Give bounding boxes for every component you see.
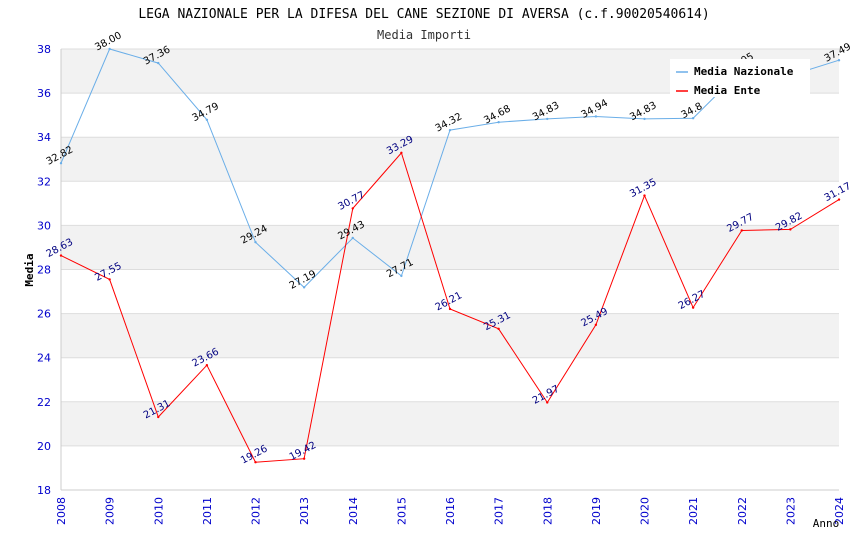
data-point [643, 117, 646, 121]
y-tick-label: 28 [37, 264, 51, 277]
x-tick-label: 2008 [55, 497, 68, 525]
x-tick-label: 2023 [784, 497, 797, 525]
band [61, 401, 839, 446]
x-tick-label: 2016 [444, 497, 457, 525]
data-point [546, 401, 549, 404]
data-point [254, 240, 257, 244]
data-point [546, 117, 549, 121]
data-point [157, 61, 160, 65]
data-point [837, 198, 841, 201]
y-axis-ticks: 18 20 22 24 26 28 30 32 34 36 38 [37, 43, 51, 497]
data-point [205, 363, 209, 367]
y-tick-label: 18 [37, 484, 51, 497]
x-tick-label: 2021 [687, 497, 700, 525]
data-point [108, 47, 111, 51]
data-point [351, 236, 354, 240]
data-point [643, 194, 646, 197]
y-axis-label: Media [23, 253, 36, 286]
data-point [59, 254, 63, 257]
band [61, 225, 839, 270]
data-point [789, 228, 792, 231]
legend: Media Nazionale Media Ente [670, 59, 810, 97]
legend-label-nazionale: Media Nazionale [694, 65, 794, 78]
gridlines [60, 48, 839, 491]
data-point [497, 327, 500, 331]
x-axis-ticks: 2008 2009 2010 2011 2012 2013 2014 2015 2016 2017… [55, 497, 846, 525]
y-tick-label: 26 [37, 308, 51, 321]
x-tick-label: 2011 [201, 497, 214, 525]
data-point [351, 207, 354, 210]
x-tick-label: 2017 [493, 497, 506, 525]
y-tick-label: 20 [37, 440, 51, 453]
x-tick-label: 2013 [298, 497, 311, 525]
x-tick-label: 2019 [590, 497, 603, 525]
x-tick-label: 2014 [347, 497, 360, 525]
x-tick-label: 2015 [395, 497, 408, 525]
legend-box [670, 59, 810, 97]
x-tick-label: 2024 [833, 497, 846, 525]
data-point [302, 457, 306, 460]
data-point [157, 415, 160, 419]
data-point [691, 117, 695, 120]
y-tick-label: 24 [37, 352, 51, 365]
x-axis-label: Anno [813, 517, 840, 530]
data-point [740, 229, 743, 232]
x-tick-label: 2018 [541, 497, 554, 525]
data-point [691, 306, 695, 309]
data-point [594, 323, 598, 327]
data-point [594, 115, 598, 118]
data-point [400, 274, 403, 278]
data-point [59, 162, 63, 165]
data-point [448, 128, 452, 132]
y-tick-label: 30 [37, 219, 51, 232]
y-tick-label: 32 [37, 175, 51, 188]
x-tick-label: 2020 [639, 497, 652, 525]
band [61, 137, 839, 182]
data-point [448, 307, 452, 311]
data-point [837, 59, 841, 62]
y-tick-label: 38 [37, 43, 51, 56]
band [61, 313, 839, 358]
data-point [205, 118, 209, 121]
y-tick-label: 22 [37, 396, 51, 409]
data-point [302, 286, 306, 289]
data-point [497, 121, 500, 124]
chart-title: LEGA NAZIONALE PER LA DIFESA DEL CANE SE… [138, 7, 709, 22]
x-tick-label: 2009 [104, 497, 117, 525]
data-point [400, 151, 403, 155]
y-tick-label: 36 [37, 87, 51, 100]
chart-subtitle: Media Importi [377, 28, 471, 42]
data-point [254, 461, 257, 464]
x-tick-label: 2022 [736, 497, 749, 525]
legend-label-ente: Media Ente [694, 84, 761, 97]
x-tick-label: 2010 [152, 497, 165, 525]
data-point [108, 278, 111, 281]
y-tick-label: 34 [37, 131, 51, 144]
x-tick-label: 2012 [250, 497, 263, 525]
